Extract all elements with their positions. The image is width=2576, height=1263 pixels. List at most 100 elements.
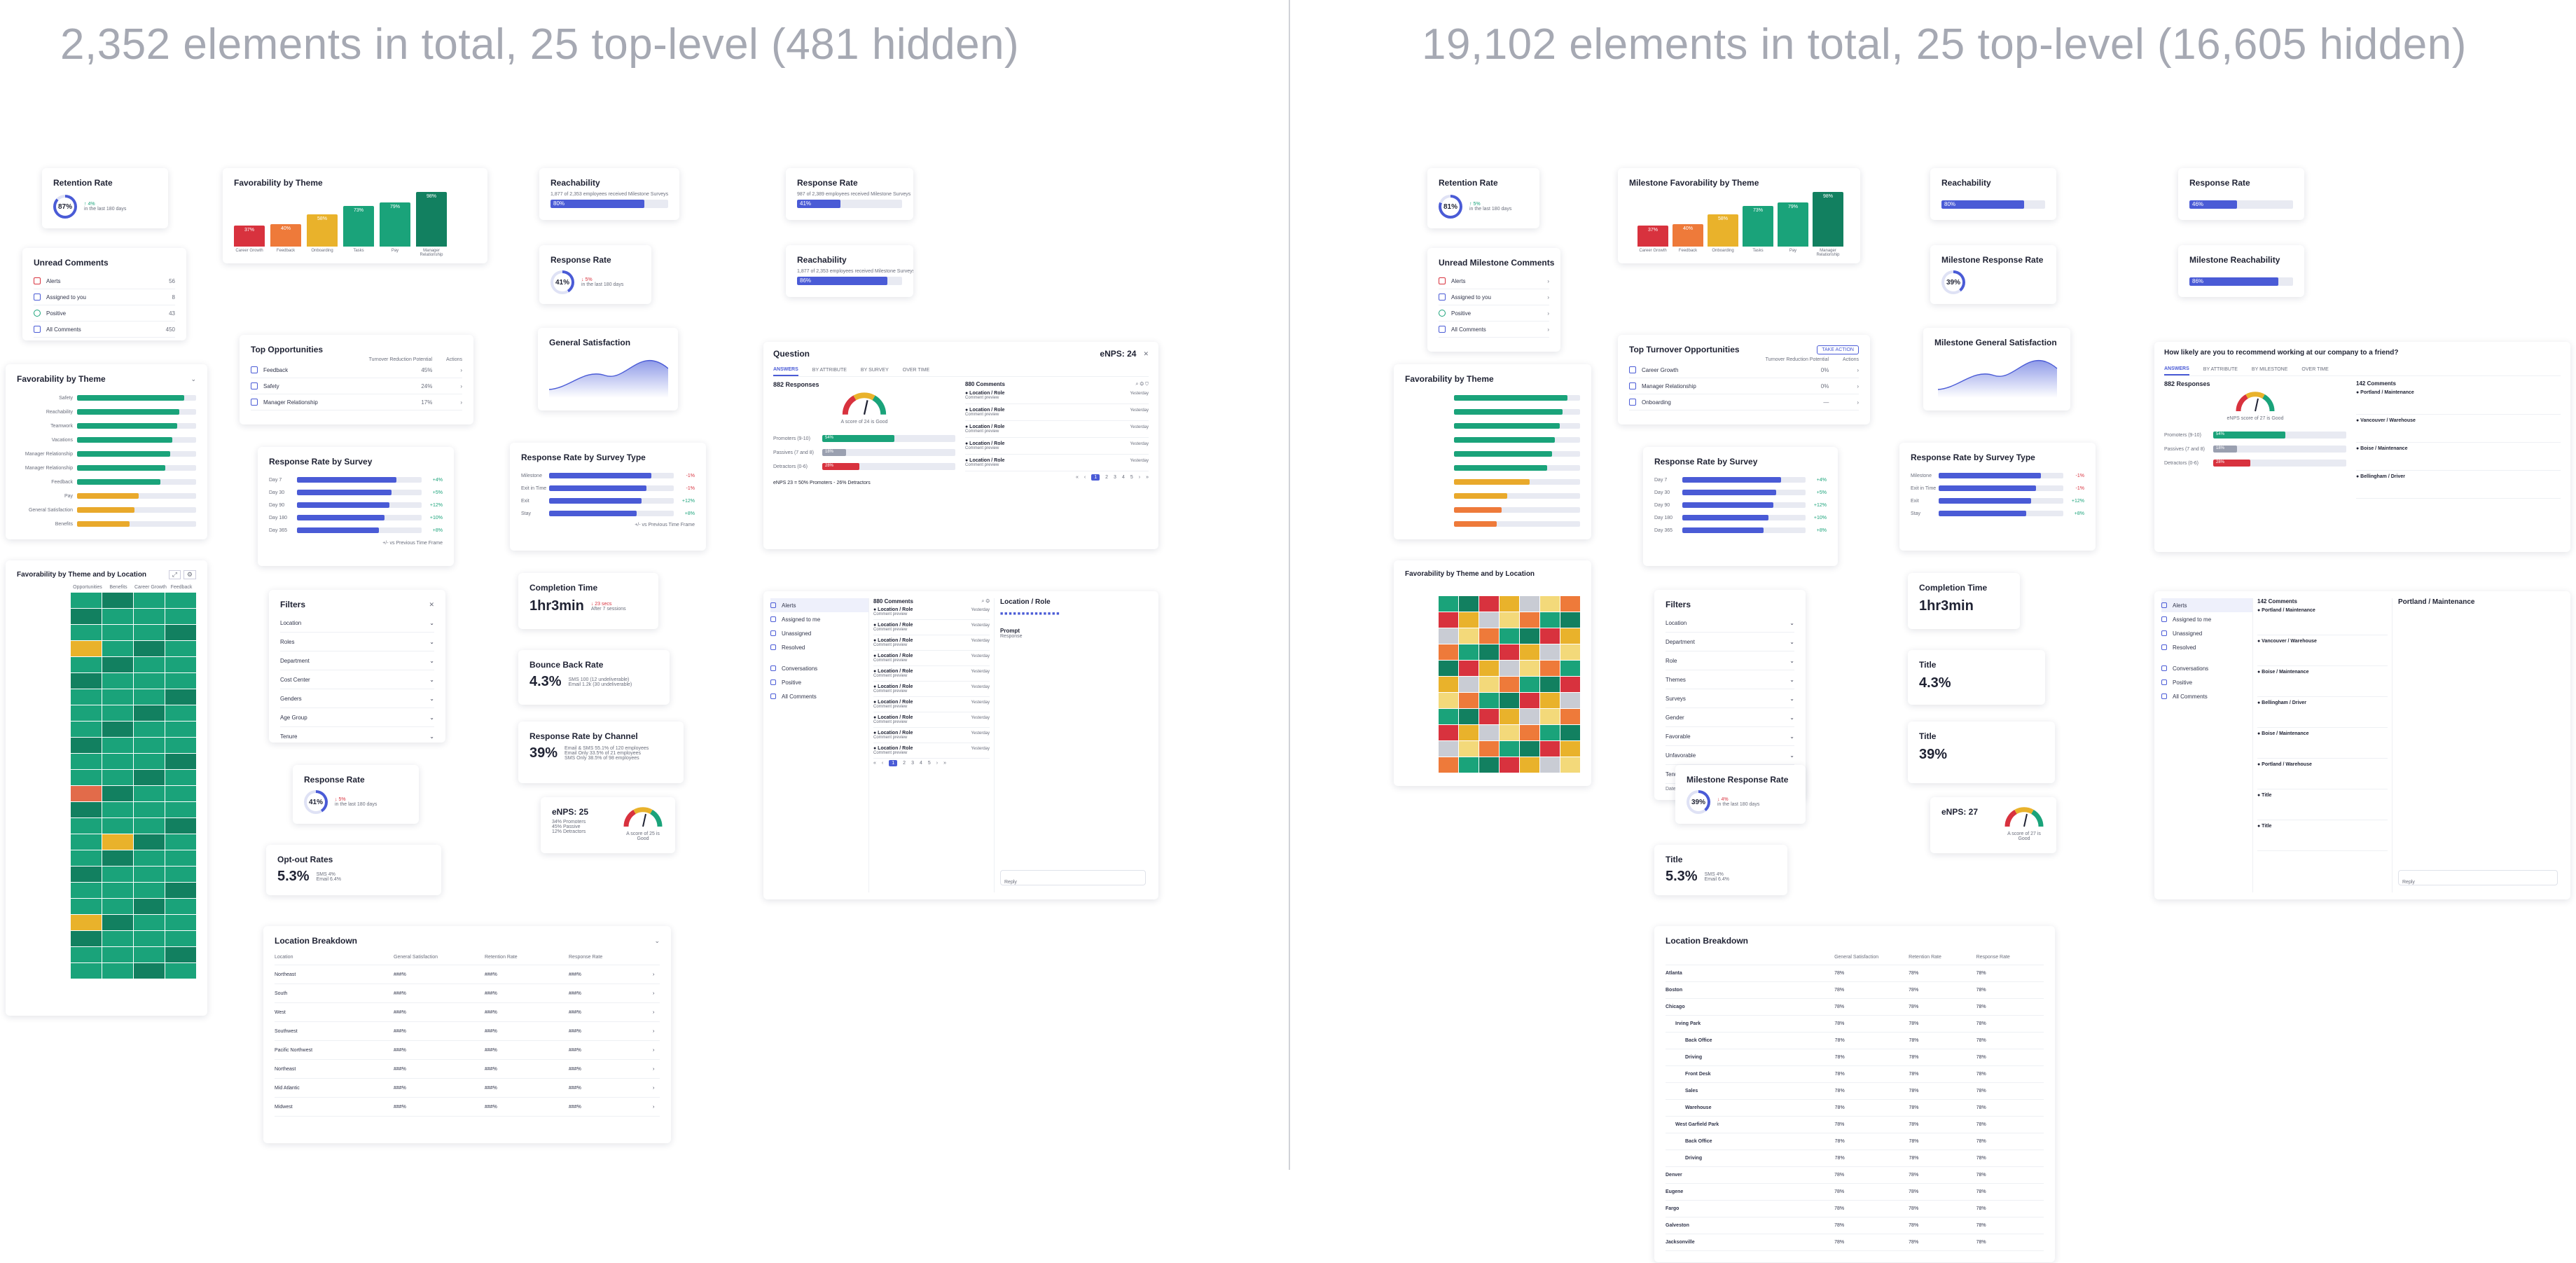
breakdown-row[interactable]: Southwest ###% ###% ###% › — [275, 1022, 660, 1041]
pagination[interactable]: «‹ 1 2 3 4 5 ›» — [873, 760, 947, 766]
favorability-theme-list-card[interactable]: Favorability by Theme ⌄ Safety Reachabili… — [6, 364, 207, 539]
inbox-nav-item[interactable]: Positive — [2161, 675, 2252, 689]
inbox-nav-item[interactable]: Alerts — [770, 598, 868, 612]
filter-row[interactable]: Location ⌄ — [1666, 614, 1794, 633]
breakdown-row[interactable]: Galveston 78% 78% 78% — [1666, 1217, 2044, 1234]
breakdown-row[interactable]: Northeast ###% ###% ###% › — [275, 965, 660, 984]
location-breakdown-card[interactable]: Location Breakdown General Satisfaction R… — [1654, 926, 2055, 1262]
inbox-nav-item[interactable]: Resolved — [2161, 640, 2252, 654]
settings-icon[interactable]: ⚙ — [183, 570, 196, 579]
filters-panel[interactable]: Filters ✕ Location ⌄ Roles ⌄ Department ⌄ Cost… — [269, 590, 445, 743]
breakdown-row[interactable]: West Garfield Park 78% 78% 78% — [1666, 1117, 2044, 1133]
inbox-nav-item[interactable]: All Comments — [2161, 689, 2252, 703]
comment-item[interactable]: ● Portland / Maintenance — [2356, 387, 2561, 415]
question-modal[interactable]: How likely are you to recommend working … — [2154, 342, 2570, 552]
comment-item[interactable]: ● Location / Role Yesterday Comment previe… — [873, 697, 990, 712]
enps-card[interactable]: eNPS: 25 34% Promoters 45% Passive 12% D… — [541, 797, 675, 853]
comment-item[interactable]: ● Location / Role Yesterday Comment previe… — [873, 620, 990, 635]
take-action-button[interactable]: TAKE ACTION — [1817, 345, 1859, 354]
unread-item-alerts[interactable]: Alerts › — [1439, 273, 1549, 289]
breakdown-row[interactable]: Front Desk 78% 78% 78% — [1666, 1066, 2044, 1083]
breakdown-row[interactable]: Boston 78% 78% 78% — [1666, 982, 2044, 999]
inbox-nav-item[interactable]: Positive — [770, 675, 868, 689]
tab-over-time[interactable]: OVER TIME — [902, 368, 930, 373]
breakdown-row[interactable]: South ###% ###% ###% › — [275, 984, 660, 1003]
retention-rate-card[interactable]: Retention Rate 87% ↑ 4% in the last 180 … — [42, 168, 168, 228]
favorability-theme-chart-card[interactable]: Favorability by Theme 37% 40% 58% 73% 79% 98%… — [223, 168, 487, 263]
inbox-nav-item[interactable]: All Comments — [770, 689, 868, 703]
inbox-nav-item[interactable]: Conversations — [2161, 661, 2252, 675]
comment-item[interactable]: ● Location / Role Yesterday Comment previe… — [965, 387, 1149, 404]
completion-time-card[interactable]: Completion Time 1hr3min — [1908, 573, 2020, 629]
tab-by-attribute[interactable]: BY ATTRIBUTE — [812, 368, 847, 373]
enps-card[interactable]: eNPS: 27 A score of 27 is Good — [1930, 797, 2056, 853]
inbox-nav-item[interactable]: Assigned to me — [770, 612, 868, 626]
tab-answers[interactable]: ANSWERS — [773, 367, 798, 376]
unread-comments-card[interactable]: Unread Comments Alerts 56 Assigned to you… — [22, 248, 186, 340]
breakdown-row[interactable]: Fargo 78% 78% 78% — [1666, 1201, 2044, 1217]
comment-item[interactable]: ● Boise / Maintenance — [2257, 728, 2388, 759]
opportunity-row[interactable]: Feedback 45% › — [251, 362, 462, 378]
filter-row[interactable]: Themes ⌄ — [1666, 670, 1794, 689]
breakdown-row[interactable]: Chicago 78% 78% 78% — [1666, 999, 2044, 1016]
unread-milestone-card[interactable]: Unread Milestone Comments Alerts › Assign… — [1427, 248, 1560, 352]
filter-row[interactable]: Age Group ⌄ — [280, 708, 434, 727]
chevron-down-icon[interactable]: ⌄ — [191, 375, 196, 382]
filter-row[interactable]: Cost Center ⌄ — [280, 670, 434, 689]
comment-item[interactable]: ● Location / Role Yesterday Comment previe… — [873, 728, 990, 743]
breakdown-row[interactable]: Denver 78% 78% 78% — [1666, 1167, 2044, 1184]
title-card[interactable]: Title 39% — [1908, 722, 2055, 783]
title-card[interactable]: Title 4.3% — [1908, 650, 2045, 705]
reachability-top-card[interactable]: Reachability 1,877 of 2,353 employees re… — [786, 245, 913, 297]
reply-input[interactable]: Reply — [1000, 870, 1146, 885]
favorability-location-card[interactable]: Favorability by Theme and by Location — [1394, 560, 1591, 786]
inbox-nav-item[interactable]: Alerts — [2161, 598, 2252, 612]
title-card[interactable]: Title 5.3% SMS 4% Email 6.4% — [1654, 845, 1787, 895]
favorability-location-card[interactable]: Favorability by Theme and by Location ⤢ … — [6, 560, 207, 1016]
comment-item[interactable]: ● Vancouver / Warehouse — [2356, 415, 2561, 443]
comments-inbox[interactable]: Alerts Assigned to me Unassigned Resolved Co… — [763, 591, 1158, 899]
unread-item-positive[interactable]: Positive 43 — [34, 305, 175, 322]
comment-item[interactable]: ● Location / Role Yesterday Comment previe… — [873, 651, 990, 666]
bounce-back-card[interactable]: Bounce Back Rate 4.3% SMS 100 (12 undeli… — [518, 650, 670, 705]
breakdown-row[interactable]: Irving Park 78% 78% 78% — [1666, 1016, 2044, 1033]
response-rate-mid-card[interactable]: Response Rate 41% ↓ 5% in the last 180 da… — [539, 245, 651, 304]
response-rate-survey-type-card[interactable]: Response Rate by Survey Type Milestone -1… — [1899, 443, 2096, 551]
filter-row[interactable]: Location ⌄ — [280, 614, 434, 633]
unread-item-all[interactable]: All Comments › — [1439, 322, 1549, 338]
opportunity-row[interactable]: Career Growth 0% › — [1629, 362, 1859, 378]
reachability-card[interactable]: Reachability 80% — [1930, 168, 2056, 220]
comment-item[interactable]: ● Location / Role Yesterday Comment previe… — [873, 712, 990, 728]
comment-item[interactable]: ● Location / Role Yesterday Comment previe… — [965, 421, 1149, 438]
comment-item[interactable]: ● Portland / Maintenance — [2257, 605, 2388, 635]
breakdown-row[interactable]: Back Office 78% 78% 78% — [1666, 1033, 2044, 1049]
breakdown-row[interactable]: Warehouse 78% 78% 78% — [1666, 1100, 2044, 1117]
comment-item[interactable]: ● Bellingham / Driver — [2356, 471, 2561, 499]
opportunity-row[interactable]: Manager Relationship 17% › — [251, 394, 462, 410]
response-rate-top-card[interactable]: Response Rate 46% — [2178, 168, 2304, 220]
inbox-nav-item[interactable]: Assigned to me — [2161, 612, 2252, 626]
breakdown-row[interactable]: Back Office 78% 78% 78% — [1666, 1133, 2044, 1150]
unread-item-assigned[interactable]: Assigned to you › — [1439, 289, 1549, 305]
comment-item[interactable]: ● Location / Role Yesterday Comment previe… — [873, 743, 990, 759]
reachability-card[interactable]: Reachability 1,877 of 2,353 employees re… — [539, 168, 679, 220]
inbox-nav-item[interactable]: Resolved — [770, 640, 868, 654]
question-modal[interactable]: Question eNPS: 24 ✕ ANSWERS BY ATTRIBUTE … — [763, 342, 1158, 549]
top-turnover-card[interactable]: Top Turnover Opportunities TAKE ACTION T… — [1618, 335, 1870, 425]
reply-input[interactable]: Reply — [2398, 870, 2558, 885]
milestone-response-small-card[interactable]: Milestone Response Rate 39% ↓ 4% in the l… — [1675, 765, 1806, 824]
inbox-nav-item[interactable]: Unassigned — [2161, 626, 2252, 640]
comment-item[interactable]: ● Portland / Warehouse — [2257, 759, 2388, 789]
opportunity-row[interactable]: Manager Relationship 0% › — [1629, 378, 1859, 394]
milestone-reachability-card[interactable]: Milestone Reachability 86% — [2178, 245, 2304, 297]
favorability-theme-list-card[interactable]: Favorability by Theme — [1394, 364, 1591, 539]
search-icon[interactable]: ⌕ ⚙ ⛉ — [1135, 381, 1149, 387]
milestone-satisfaction-card[interactable]: Milestone General Satisfaction — [1923, 328, 2070, 410]
comment-item[interactable]: ● Location / Role Yesterday Comment previe… — [873, 605, 990, 620]
comment-item[interactable]: ● Location / Role Yesterday Comment previe… — [965, 455, 1149, 471]
filter-row[interactable]: Surveys ⌄ — [1666, 689, 1794, 708]
tab-over-time[interactable]: OVER TIME — [2301, 367, 2329, 372]
unread-item-positive[interactable]: Positive › — [1439, 305, 1549, 322]
comment-item[interactable]: ● Boise / Maintenance — [2356, 443, 2561, 471]
tab-by-attribute[interactable]: BY ATTRIBUTE — [2203, 367, 2238, 372]
